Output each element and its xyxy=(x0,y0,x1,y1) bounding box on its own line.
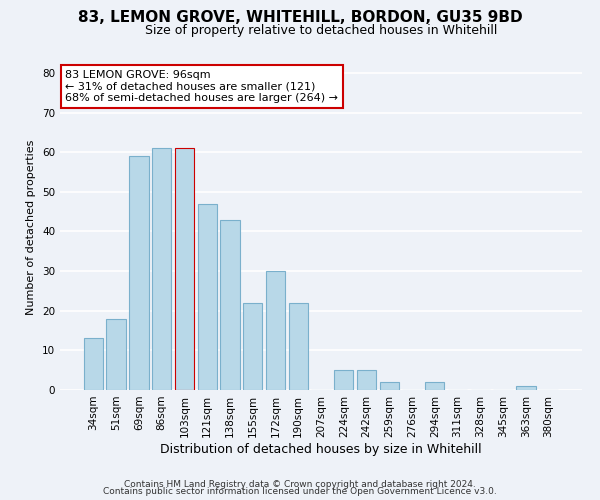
Bar xyxy=(357,370,376,390)
X-axis label: Distribution of detached houses by size in Whitehill: Distribution of detached houses by size … xyxy=(160,442,482,456)
Bar xyxy=(220,220,239,390)
Bar xyxy=(129,156,149,390)
Title: Size of property relative to detached houses in Whitehill: Size of property relative to detached ho… xyxy=(145,24,497,38)
Bar xyxy=(380,382,399,390)
Bar xyxy=(516,386,536,390)
Text: 83, LEMON GROVE, WHITEHILL, BORDON, GU35 9BD: 83, LEMON GROVE, WHITEHILL, BORDON, GU35… xyxy=(77,10,523,25)
Bar xyxy=(243,303,262,390)
Text: 83 LEMON GROVE: 96sqm
← 31% of detached houses are smaller (121)
68% of semi-det: 83 LEMON GROVE: 96sqm ← 31% of detached … xyxy=(65,70,338,103)
Bar xyxy=(425,382,445,390)
Bar xyxy=(334,370,353,390)
Text: Contains public sector information licensed under the Open Government Licence v3: Contains public sector information licen… xyxy=(103,488,497,496)
Y-axis label: Number of detached properties: Number of detached properties xyxy=(26,140,37,315)
Bar xyxy=(266,271,285,390)
Bar xyxy=(197,204,217,390)
Bar xyxy=(106,318,126,390)
Text: Contains HM Land Registry data © Crown copyright and database right 2024.: Contains HM Land Registry data © Crown c… xyxy=(124,480,476,489)
Bar xyxy=(289,303,308,390)
Bar xyxy=(152,148,172,390)
Bar xyxy=(175,148,194,390)
Bar xyxy=(84,338,103,390)
